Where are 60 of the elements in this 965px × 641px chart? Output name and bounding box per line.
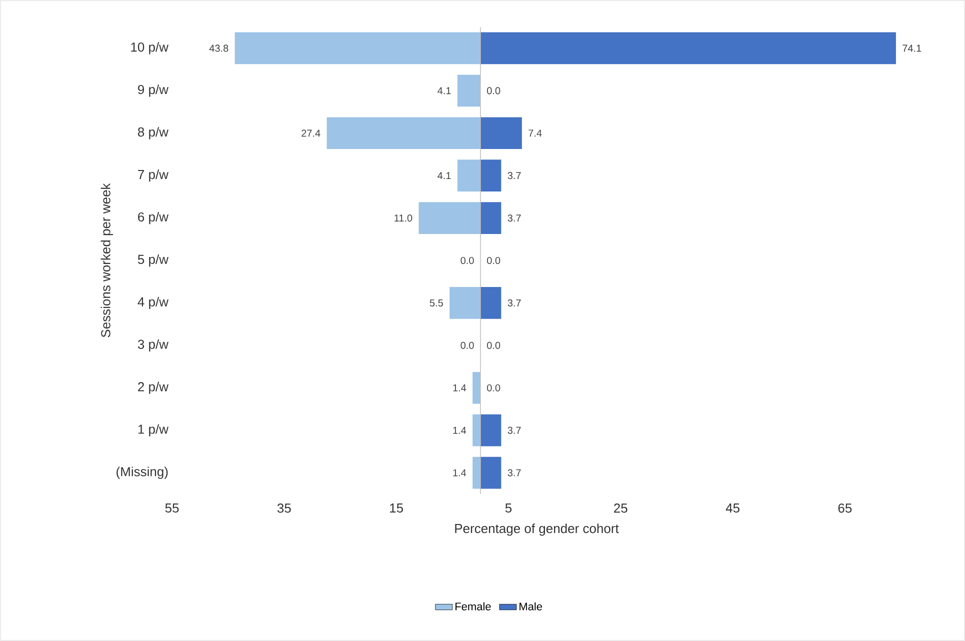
bar bbox=[418, 202, 480, 234]
data-label: 3.7 bbox=[508, 299, 521, 306]
x-tick-label: 25 bbox=[614, 504, 628, 513]
bar bbox=[472, 456, 480, 489]
bar bbox=[480, 160, 502, 192]
data-label: 0.0 bbox=[487, 384, 500, 392]
data-label: 0.0 bbox=[460, 342, 474, 349]
y-tick-label: 3 p/w bbox=[138, 339, 168, 352]
data-label: 3.7 bbox=[508, 426, 521, 434]
bar bbox=[457, 74, 480, 107]
x-tick-label: 15 bbox=[390, 504, 403, 513]
bar bbox=[480, 287, 502, 319]
data-label: 4.1 bbox=[438, 172, 451, 180]
y-tick-label: 5 p/w bbox=[138, 254, 168, 267]
y-tick-label: 4 p/w bbox=[138, 296, 168, 310]
y-tick-label: 1 p/w bbox=[138, 424, 168, 436]
data-label: 0.0 bbox=[487, 87, 500, 94]
x-tick-label: 55 bbox=[165, 504, 179, 513]
bar bbox=[326, 117, 480, 150]
y-axis-title: Sessions worked per week bbox=[100, 183, 113, 338]
y-tick-label: (Missing) bbox=[116, 466, 168, 479]
x-axis-title: Percentage of gender cohort bbox=[455, 524, 619, 536]
x-tick-label: 35 bbox=[277, 504, 291, 513]
data-label: 4.1 bbox=[438, 87, 451, 94]
data-label: 0.0 bbox=[487, 256, 500, 264]
bar bbox=[480, 414, 502, 446]
data-label: 1.4 bbox=[453, 384, 466, 392]
data-label: 3.7 bbox=[508, 172, 521, 180]
bar bbox=[457, 160, 480, 192]
x-tick-label: 45 bbox=[726, 504, 740, 513]
x-tick-label: 5 bbox=[505, 504, 512, 513]
bar bbox=[480, 202, 502, 234]
data-label: 5.5 bbox=[430, 299, 443, 306]
data-label: 1.4 bbox=[453, 426, 466, 434]
bar bbox=[472, 372, 480, 404]
data-label: 0.0 bbox=[487, 342, 500, 349]
data-label: 3.7 bbox=[508, 469, 521, 476]
y-tick-label: 2 p/w bbox=[138, 382, 168, 394]
bar bbox=[480, 456, 502, 489]
legend-label: Male bbox=[520, 602, 542, 610]
data-label: 11.0 bbox=[394, 214, 412, 222]
bar bbox=[450, 287, 480, 319]
legend-label: Female bbox=[456, 602, 491, 610]
x-tick-label: 65 bbox=[838, 504, 852, 513]
data-label: 7.4 bbox=[528, 130, 542, 137]
data-label: 1.4 bbox=[453, 469, 466, 476]
data-label: 43.8 bbox=[209, 44, 228, 52]
y-tick-label: 9 p/w bbox=[138, 84, 168, 97]
y-tick-label: 8 p/w bbox=[138, 127, 168, 140]
y-tick-label: 7 p/w bbox=[138, 170, 168, 182]
y-tick-label: 10 p/w bbox=[131, 42, 168, 54]
y-tick-label: 6 p/w bbox=[138, 212, 168, 224]
data-label: 3.7 bbox=[508, 214, 521, 222]
bar bbox=[480, 32, 896, 64]
data-label: 27.4 bbox=[302, 130, 320, 137]
bar bbox=[480, 117, 522, 150]
bar bbox=[472, 414, 480, 446]
data-label: 74.1 bbox=[902, 44, 922, 52]
bar bbox=[234, 32, 480, 64]
data-label: 0.0 bbox=[460, 256, 474, 264]
